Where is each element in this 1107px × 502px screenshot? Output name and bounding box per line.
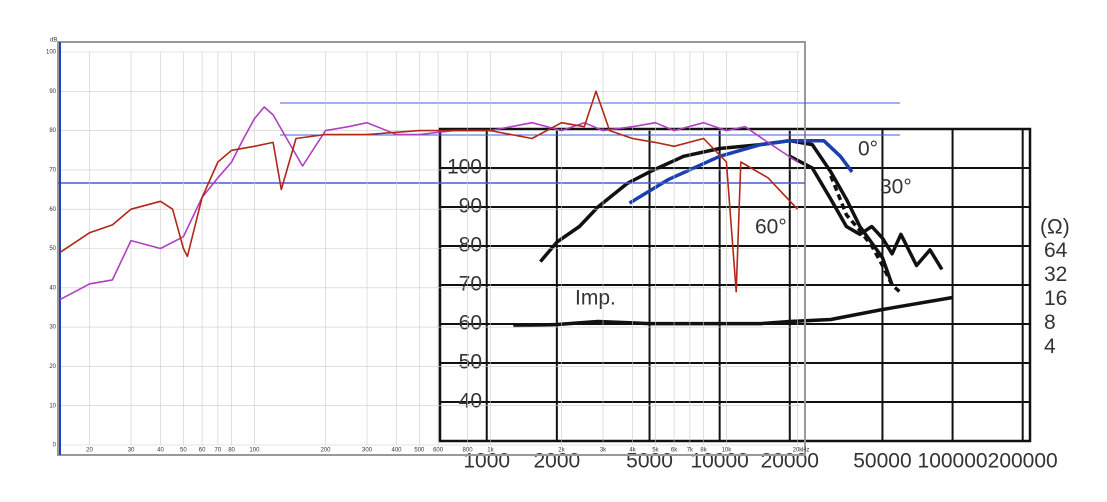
x-tick-label: 4k (629, 448, 636, 454)
window-frame (57, 41, 806, 456)
x-tick-label: 50000 (853, 450, 911, 473)
y-tick-label: 0 (53, 443, 57, 449)
y-tick-label: 80 (459, 234, 482, 257)
series-label: 0° (858, 138, 878, 161)
x-tick-label: 20k (793, 448, 804, 454)
x-tick-label: 2000 (533, 450, 580, 473)
series-label: 30° (880, 176, 912, 199)
x-tick-label: 20000 (761, 450, 819, 473)
series-label: Imp. (575, 287, 616, 310)
x-tick-label: 20 (86, 448, 93, 454)
y-tick-label: 70 (49, 167, 56, 173)
y-tick-label: 30 (49, 325, 56, 331)
x-tick-label: 100000 (918, 450, 988, 473)
y-tick-label: 60 (49, 207, 56, 213)
y-tick-label: 60 (459, 312, 482, 335)
y-tick-label: 40 (459, 390, 482, 413)
y-tick-label: 80 (49, 128, 56, 134)
x-tick-label: 100 (249, 448, 260, 454)
y-unit: dB (50, 38, 57, 44)
x-tick-label: 1k (487, 448, 494, 454)
x-tick-label: 40 (157, 448, 164, 454)
y-tick-label: 50 (49, 246, 56, 252)
y2-tick-label: 32 (1044, 263, 1067, 286)
y2-tick-label: 4 (1044, 335, 1056, 358)
x-tick-label: 6k (671, 448, 678, 454)
y-tick-label: 90 (49, 89, 56, 95)
x-tick-label: 3k (600, 448, 607, 454)
y2-tick-label: 16 (1044, 287, 1067, 310)
line-series (539, 138, 894, 286)
x-tick-label: 300 (362, 448, 373, 454)
line-series (59, 106, 798, 301)
y2-axis-label: (Ω) (1040, 216, 1070, 239)
y-tick-label: 100 (447, 156, 482, 179)
y-tick-label: 100 (46, 50, 57, 56)
line-series (829, 175, 903, 295)
y-tick-label: 40 (49, 285, 56, 291)
line-series (59, 90, 799, 293)
x-tick-label: 800 (463, 448, 474, 454)
y-tick-label: 20 (49, 364, 56, 370)
x-tick-label: 7k (687, 448, 694, 454)
x-tick-label: 200 (320, 448, 331, 454)
y-tick-label: 50 (459, 351, 482, 374)
x-tick-label: 5k (652, 448, 659, 454)
line-series (788, 154, 944, 271)
x-tick-label: 30 (128, 448, 135, 454)
x-tick-label: 70 (215, 448, 222, 454)
line-series (513, 295, 953, 328)
y-tick-label: 90 (459, 195, 482, 218)
line-series (628, 138, 854, 205)
series-label: 60° (755, 216, 787, 239)
x-tick-label: 600 (433, 448, 444, 454)
y2-tick-label: 8 (1044, 311, 1056, 334)
x-tick-label: 60 (199, 448, 206, 454)
x-unit: Hz (802, 448, 809, 454)
y2-tick-label: 64 (1044, 239, 1068, 262)
measurement-chart: 0 10 20 30 40 50 60 70 80 90 100 20 30 40 50 60 70 80 100 2… (46, 38, 809, 455)
x-tick-label: 10k (722, 448, 733, 454)
x-tick-label: 200000 (988, 450, 1058, 473)
y-tick-label: 10 (49, 403, 56, 409)
y-tick-label: 70 (459, 273, 482, 296)
x-tick-label: 80 (228, 448, 235, 454)
x-tick-label: 500 (414, 448, 425, 454)
x-tick-label: 2k (558, 448, 565, 454)
x-tick-label: 8k (700, 448, 707, 454)
x-tick-label: 400 (392, 448, 403, 454)
x-tick-label: 50 (180, 448, 187, 454)
x-tick-label: 10000 (690, 450, 748, 473)
